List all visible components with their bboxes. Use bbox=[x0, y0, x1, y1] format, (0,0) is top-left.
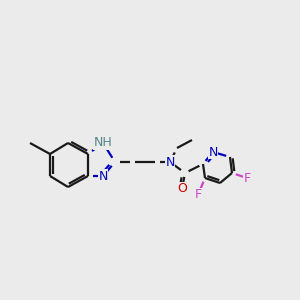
Text: N: N bbox=[208, 146, 218, 158]
Text: F: F bbox=[194, 188, 202, 202]
Text: O: O bbox=[177, 182, 187, 196]
Text: F: F bbox=[243, 172, 250, 184]
Text: N: N bbox=[98, 169, 108, 182]
Text: NH: NH bbox=[94, 136, 112, 149]
Text: N: N bbox=[165, 155, 175, 169]
